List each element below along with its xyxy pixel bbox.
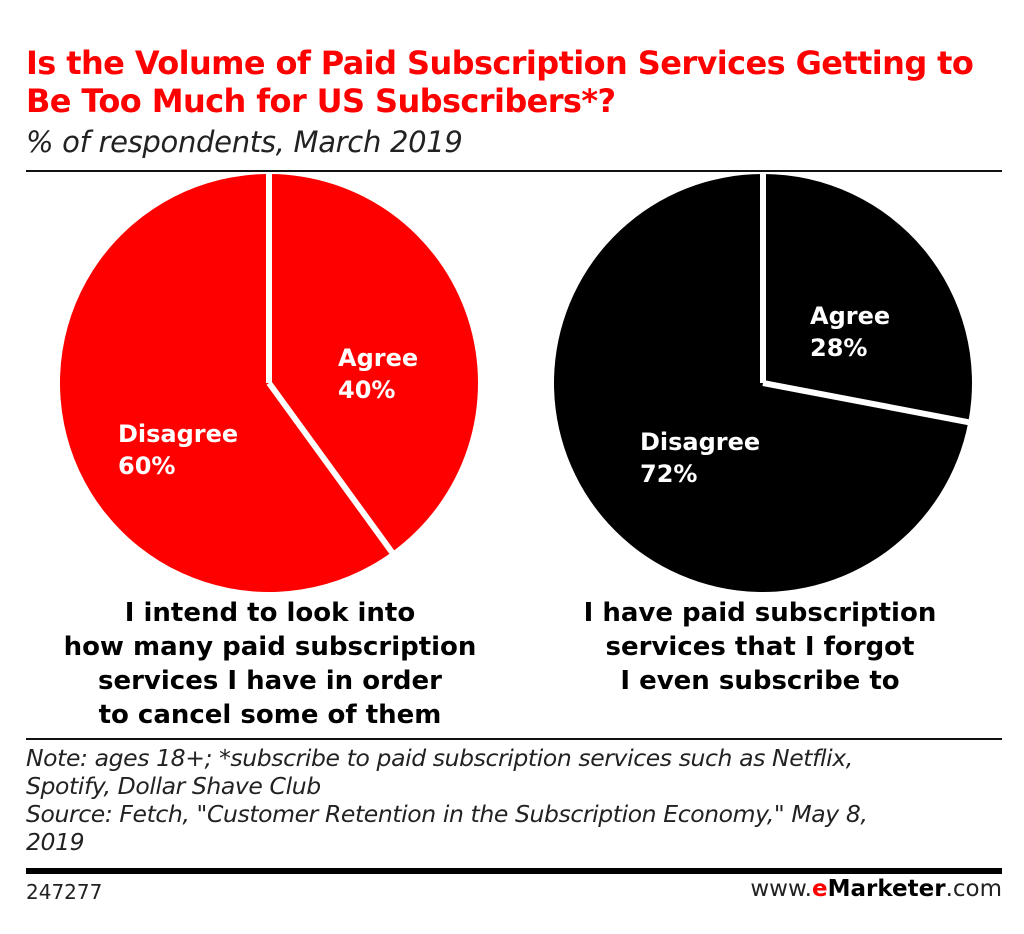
chart-title: Is the Volume of Paid Subscription Servi…	[26, 44, 974, 120]
pie-charts: Agree 40% Disagree 60% Agree 28% Disagre…	[59, 172, 973, 592]
brand-name: Marketer	[827, 876, 946, 902]
site-prefix: www.	[750, 876, 812, 902]
pie2-caption-line: I even subscribe to	[620, 666, 900, 696]
pie1-label-disagree: Disagree	[118, 420, 238, 448]
pie1-label-agree: Agree	[338, 344, 418, 372]
pie1-slice-separator	[266, 381, 396, 556]
pie-chart-forgot: Agree 28% Disagree 72%	[554, 172, 973, 592]
pie2-label-disagree: Disagree	[640, 428, 760, 456]
pie1-caption-line: to cancel some of them	[98, 700, 442, 730]
source-line: 2019	[26, 828, 85, 856]
pie2-slice-agree	[763, 174, 973, 423]
pie1-slice-disagree	[59, 173, 392, 592]
header-divider	[26, 170, 1002, 172]
site-url: www.eMarketer.com	[750, 876, 1002, 902]
pie-chart-cancel: Agree 40% Disagree 60%	[59, 172, 478, 592]
note-line: Note: ages 18+; *subscribe to paid subsc…	[26, 744, 853, 772]
pie1-caption-line: I intend to look into	[124, 598, 416, 628]
pie1-slice-agree	[269, 174, 478, 553]
pie1-value-agree: 40%	[338, 376, 395, 404]
chart-subtitle: % of respondents, March 2019	[26, 125, 463, 159]
brand-e: e	[811, 876, 828, 902]
source-line: Source: Fetch, "Customer Retention in th…	[26, 800, 868, 828]
chart-note: Note: ages 18+; *subscribe to paid subsc…	[26, 744, 1006, 856]
pie1-caption-line: services I have in order	[97, 666, 442, 696]
site-suffix: .com	[945, 876, 1002, 902]
pie1-caption: I intend to look into how many paid subs…	[40, 596, 500, 732]
pie1-caption-line: how many paid subscription	[63, 632, 477, 662]
pie2-value-agree: 28%	[810, 334, 867, 362]
note-line: Spotify, Dollar Shave Club	[26, 772, 321, 800]
pie2-caption-line: services that I forgot	[605, 632, 915, 662]
note-divider	[26, 738, 1002, 740]
pie2-slice-separator	[762, 380, 971, 426]
pie2-caption-line: I have paid subscription	[583, 598, 937, 628]
footer-divider	[26, 868, 1002, 874]
pie2-value-disagree: 72%	[640, 460, 697, 488]
pie1-value-disagree: 60%	[118, 452, 175, 480]
pie2-caption: I have paid subscription services that I…	[530, 596, 990, 698]
pie2-label-agree: Agree	[810, 302, 890, 330]
chart-id: 247277	[26, 880, 103, 904]
